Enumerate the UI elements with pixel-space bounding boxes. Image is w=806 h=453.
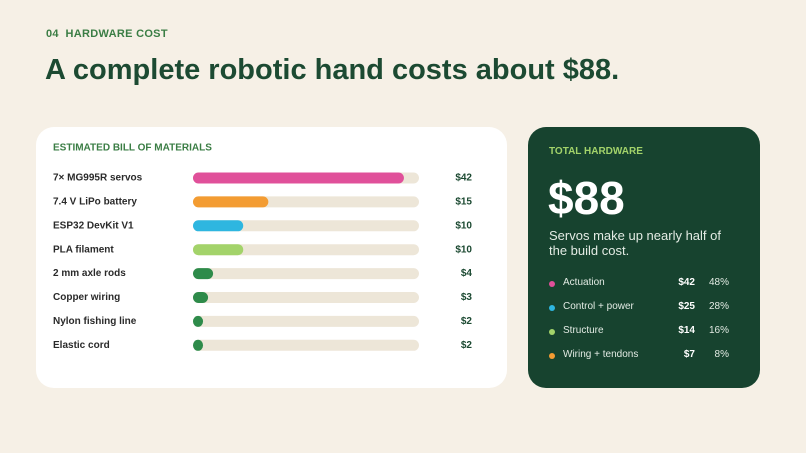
bar-track	[193, 268, 419, 280]
bar	[193, 196, 269, 208]
value-label: $10	[455, 220, 472, 231]
bar	[193, 292, 209, 303]
chart-title: ESTIMATED BILL OF MATERIALS	[53, 143, 212, 154]
bar-track	[193, 244, 419, 256]
summary-label: TOTAL HARDWARE	[549, 146, 643, 157]
total-card: TOTAL HARDWARE $88 Servos make up nearly…	[528, 127, 760, 388]
breakdown-row: Wiring + tendons $7 8%	[549, 349, 729, 363]
breakdown-name: Actuation	[563, 277, 605, 288]
breakdown-share: 16%	[708, 325, 729, 336]
chart: ESTIMATED BILL OF MATERIALS 7× MG995R se…	[53, 143, 473, 351]
value-label: $3	[461, 292, 473, 303]
bar-track	[193, 292, 419, 303]
bar	[193, 268, 214, 280]
breakdown-name: Structure	[563, 325, 604, 336]
category-label: Elastic cord	[53, 340, 110, 351]
bar	[193, 244, 244, 256]
breakdown-name: Control + power	[563, 301, 634, 312]
summary-note: Servos make up nearly half of the build …	[549, 228, 721, 258]
bar	[193, 315, 204, 327]
breakdown-amount: $14	[678, 325, 695, 336]
category-label: 2 mm axle rods	[53, 268, 126, 279]
slide-title: A complete robotic hand costs about $88.	[45, 54, 620, 86]
breakdown-amount: $42	[678, 277, 695, 288]
breakdown-share: 8%	[714, 349, 729, 360]
category-label: PLA filament	[53, 244, 114, 255]
legend-dot	[549, 281, 555, 287]
category-label: 7.4 V LiPo battery	[53, 197, 137, 208]
value-label: $2	[461, 340, 473, 351]
bar	[193, 172, 404, 184]
breakdown-amount: $7	[683, 349, 695, 360]
category-label: Copper wiring	[53, 292, 120, 303]
breakdown-row: Structure $14 16%	[549, 325, 729, 339]
bar-track	[193, 220, 419, 232]
legend-dot	[549, 353, 555, 359]
total-value: $88	[548, 172, 625, 224]
breakdown-share: 48%	[708, 277, 729, 288]
legend-dot	[549, 305, 555, 311]
breakdown-share: 28%	[708, 301, 729, 312]
eyebrow: 04 HARDWARE COST	[46, 28, 168, 40]
breakdown-name: Wiring + tendons	[563, 349, 639, 360]
bom-card: ESTIMATED BILL OF MATERIALS 7× MG995R se…	[36, 127, 507, 388]
category-label: 7× MG995R servos	[53, 173, 143, 184]
category-label: ESP32 DevKit V1	[53, 220, 134, 231]
value-label: $15	[455, 197, 472, 208]
bar	[193, 339, 204, 351]
bar	[193, 220, 244, 232]
value-label: $2	[461, 316, 473, 327]
bar-track	[193, 315, 419, 327]
value-label: $10	[455, 244, 472, 255]
bar-track	[193, 339, 419, 351]
category-label: Nylon fishing line	[53, 316, 137, 327]
breakdown-row: Control + power $25 28%	[549, 301, 729, 315]
breakdown-row: Actuation $42 48%	[549, 277, 729, 291]
value-label: $42	[455, 173, 472, 184]
breakdown-amount: $25	[678, 301, 695, 312]
legend-dot	[549, 329, 555, 335]
value-label: $4	[461, 268, 473, 279]
